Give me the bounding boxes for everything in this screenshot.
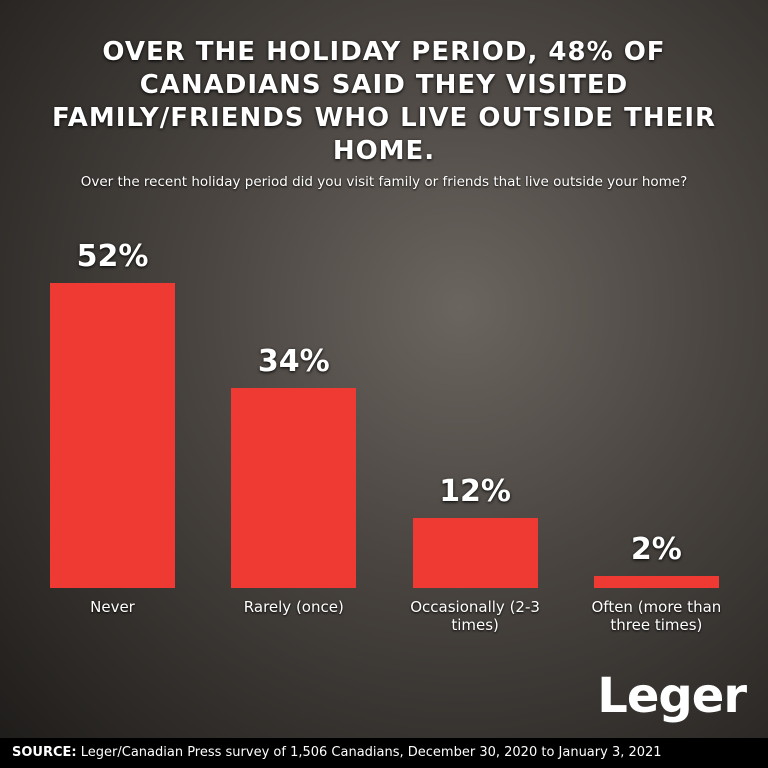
- bar: [412, 517, 538, 588]
- chart-title: OVER THE HOLIDAY PERIOD, 48% OF CANADIAN…: [51, 37, 717, 166]
- source-label: SOURCE:: [12, 745, 77, 760]
- value-label: 2%: [630, 532, 682, 568]
- source: SOURCE: Leger/Canadian Press survey of 1…: [0, 738, 768, 768]
- bar: [231, 388, 357, 588]
- value-label: 34%: [257, 344, 330, 380]
- logo: Leger: [597, 668, 747, 724]
- category-label: Often (more than three times): [591, 598, 722, 634]
- category-label: Rarely (once): [243, 598, 344, 616]
- bar: [50, 282, 175, 588]
- bar: [593, 576, 719, 588]
- value-label: 12%: [439, 473, 511, 509]
- chart-subtitle: Over the recent holiday period did you v…: [80, 174, 688, 190]
- category-label: Occasionally (2-3 times): [410, 598, 540, 634]
- source-text: Leger/Canadian Press survey of 1,506 Can…: [80, 745, 662, 760]
- category-label: Never: [90, 598, 135, 616]
- value-label: 52%: [76, 238, 149, 274]
